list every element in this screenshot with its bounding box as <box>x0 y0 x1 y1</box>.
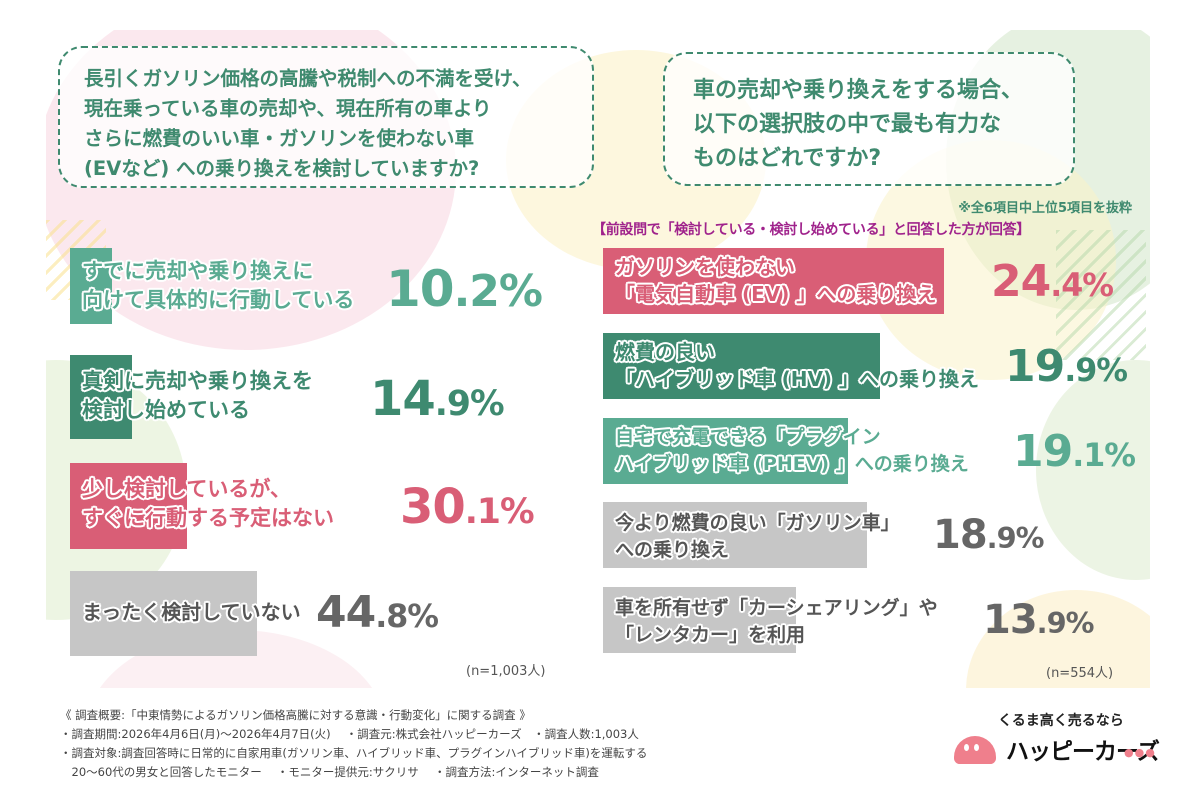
bar <box>70 248 112 324</box>
bar-value: 19.9% <box>1005 341 1128 392</box>
bar-label: 今より燃費の良い「ガソリン車」 への乗り換え <box>615 512 900 561</box>
bar <box>603 587 796 653</box>
bg-stripes-green <box>1056 230 1146 360</box>
bar-label: 自宅で充電できる「プラグイン ハイブリッド車 (PHEV) 」への乗り換え <box>615 426 969 475</box>
respondent-subtitle: 【前設問で「検討している・検討し始めている」と回答した方が回答】 <box>592 222 1030 238</box>
survey-overview: 《 調査概要:「中東情勢によるガソリン価格高騰に対する意識・行動変化」に関する調… <box>60 706 647 782</box>
right-question-box: 車の売却や乗り換えをする場合、 以下の選択肢の中で最も有力な ものはどれですか? <box>663 52 1075 186</box>
left-bar-row: すでに売却や乗り換えに 向けて具体的に行動している 10.2% <box>70 248 590 324</box>
left-question-line: 現在乗っている車の売却や、現在所有の車より <box>84 97 492 120</box>
left-bar-row: 少し検討しているが、 すぐに行動する予定はない 30.1% <box>70 463 590 549</box>
bar <box>70 355 132 439</box>
footer-line: ・調査対象:調査回答時に日常的に自家用車(ガソリン車、ハイブリッド車、プラグイン… <box>60 746 648 760</box>
right-bar-row: 今より燃費の良い「ガソリン車」 への乗り換え 18.9% <box>603 502 1143 568</box>
left-bar-row: まったく検討していない 44.8% <box>70 571 590 656</box>
left-question-box: 長引くガソリン価格の高騰や税制への不満を受け、 現在乗っている車の売却や、現在所… <box>58 46 594 188</box>
happycars-logo: くるま高く売るなら ハッピーカーズ ●●● <box>948 710 1168 770</box>
right-question-line: ものはどれですか? <box>693 146 882 171</box>
logo-tagline: くるま高く売るなら <box>998 713 1124 729</box>
logo-name: ハッピーカーズ <box>1006 739 1160 765</box>
pink-car-icon <box>954 736 996 764</box>
bar-label: 少し検討しているが、 すぐに行動する予定はない <box>82 477 334 530</box>
bar-value: 19.1% <box>1013 426 1136 477</box>
logo-dots-icon: ●●● <box>1124 746 1156 759</box>
right-sample-size: (n=554人) <box>1046 666 1114 681</box>
bar-label: すでに売却や乗り換えに 向けて具体的に行動している <box>82 259 355 312</box>
bar-label: 燃費の良い 「ハイブリッド車 (HV) 」への乗り換え <box>615 340 980 391</box>
bar-label: まったく検討していない <box>82 600 301 624</box>
bar <box>603 418 848 484</box>
bar-value: 13.9% <box>983 597 1095 643</box>
bar <box>70 463 187 549</box>
footer-line: 20〜60代の男女と回答したモニター ・モニター提供元:サクリサ ・調査方法:イ… <box>60 765 599 779</box>
right-bar-row: ガソリンを使わない 「電気自動車 (EV) 」への乗り換え 24.4% <box>603 248 1143 314</box>
bar-label: 真剣に売却や乗り換えを 検討し始めている <box>82 369 313 422</box>
bar-value: 18.9% <box>933 512 1045 558</box>
right-bar-row: 燃費の良い 「ハイブリッド車 (HV) 」への乗り換え 19.9% <box>603 333 1143 399</box>
left-question-line: 長引くガソリン価格の高騰や税制への不満を受け、 <box>84 67 532 90</box>
infographic-panel: 長引くガソリン価格の高騰や税制への不満を受け、 現在乗っている車の売却や、現在所… <box>46 30 1150 688</box>
bar <box>603 502 867 568</box>
footer-line: ・調査期間:2026年4月6日(月)〜2026年4月7日(火) ・調査元:株式会… <box>60 727 639 741</box>
extract-note: ※全6項目中上位5項目を抜粋 <box>958 201 1132 216</box>
right-question-line: 以下の選択肢の中で最も有力な <box>693 112 1002 137</box>
bar <box>603 333 880 399</box>
left-question-line: さらに燃費のいい車・ガソリンを使わない車 <box>84 127 475 150</box>
bar <box>70 571 257 656</box>
bar <box>603 248 944 314</box>
footer-line: 《 調査概要:「中東情勢によるガソリン価格高騰に対する意識・行動変化」に関する調… <box>60 708 531 722</box>
left-bar-row: 真剣に売却や乗り換えを 検討し始めている 14.9% <box>70 355 590 439</box>
left-sample-size: (n=1,003人) <box>466 664 546 679</box>
bar-value: 14.9% <box>370 371 505 427</box>
bar-value: 30.1% <box>400 479 535 535</box>
bar-value: 10.2% <box>386 260 543 318</box>
left-question-line: (EVなど) への乗り換えを検討していますか? <box>84 157 480 180</box>
right-bar-row: 車を所有せず「カーシェアリング」や 「レンタカー」を利用 13.9% <box>603 587 1143 653</box>
bar-value: 24.4% <box>991 256 1114 307</box>
bar-label: 車を所有せず「カーシェアリング」や 「レンタカー」を利用 <box>615 597 938 646</box>
right-question-line: 車の売却や乗り換えをする場合、 <box>693 78 1024 103</box>
right-bar-row: 自宅で充電できる「プラグイン ハイブリッド車 (PHEV) 」への乗り換え 19.… <box>603 418 1143 484</box>
bar-label: ガソリンを使わない 「電気自動車 (EV) 」への乗り換え <box>615 255 937 306</box>
bar-value: 44.8% <box>316 587 439 638</box>
